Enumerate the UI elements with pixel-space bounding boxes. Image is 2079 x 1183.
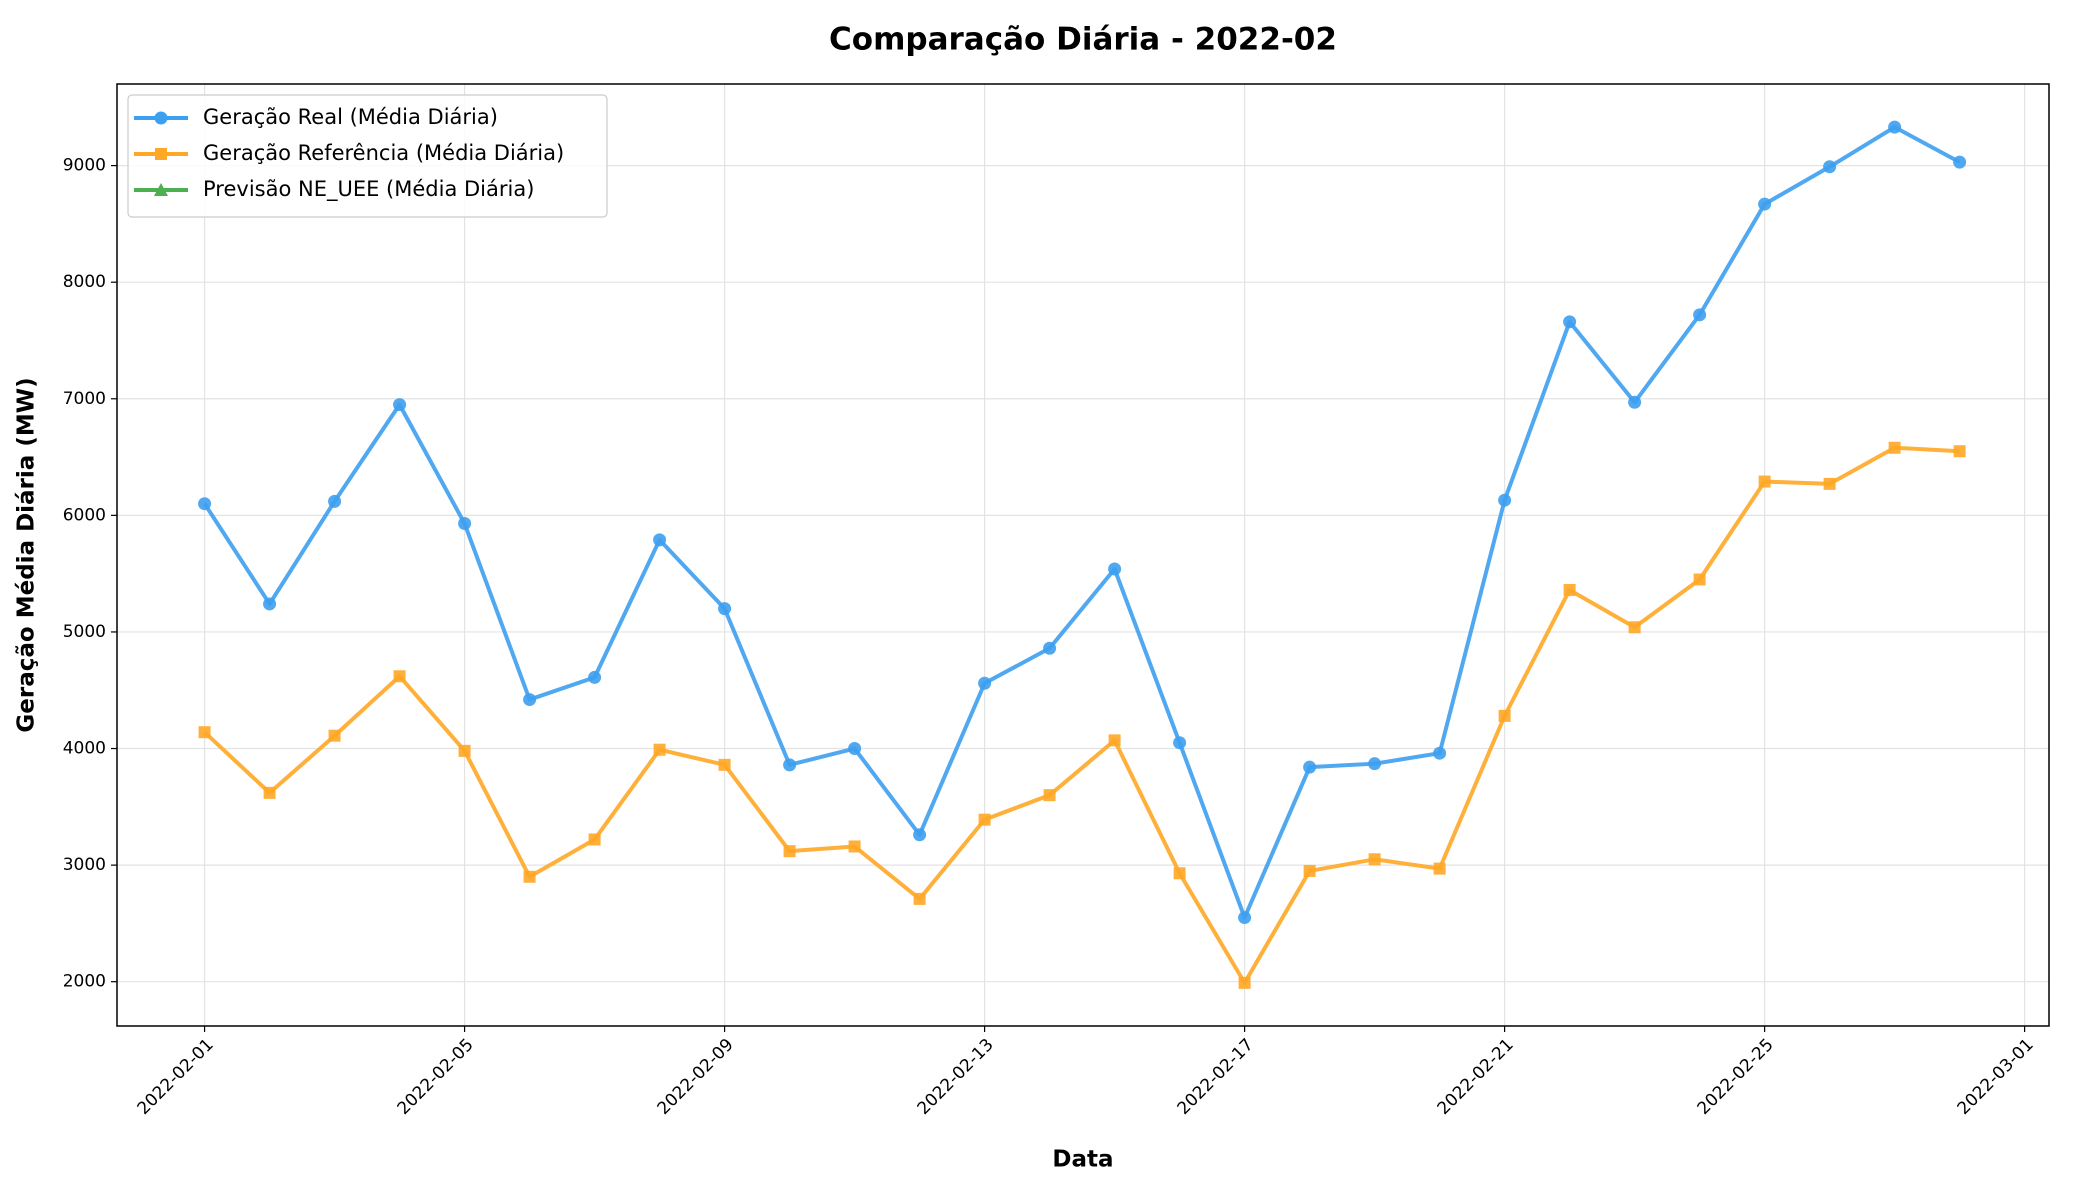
y-tick-label: 4000	[63, 739, 106, 759]
marker	[1238, 911, 1252, 925]
y-tick-label: 9000	[63, 156, 106, 176]
marker	[1108, 562, 1122, 576]
marker	[1888, 120, 1902, 134]
marker	[1758, 197, 1772, 211]
marker	[978, 813, 991, 826]
marker	[1173, 736, 1187, 750]
marker	[1173, 867, 1186, 880]
marker	[1693, 573, 1706, 586]
legend-label: Geração Real (Média Diária)	[203, 105, 498, 129]
legend: Geração Real (Média Diária) Geração Refer…	[127, 94, 608, 218]
marker	[1823, 477, 1836, 490]
marker	[1953, 155, 1967, 169]
marker	[1888, 441, 1901, 454]
marker	[328, 729, 341, 742]
marker	[1433, 746, 1447, 760]
y-tick-label: 5000	[63, 622, 106, 642]
marker	[1758, 475, 1771, 488]
marker	[328, 494, 342, 508]
marker	[913, 828, 927, 842]
marker	[458, 517, 472, 531]
marker	[1303, 760, 1317, 774]
marker	[783, 758, 797, 772]
marker	[1563, 315, 1577, 329]
marker	[718, 602, 732, 616]
marker	[263, 786, 276, 799]
marker	[1693, 308, 1707, 322]
y-tick-label: 2000	[63, 972, 106, 992]
series-line	[203, 445, 1960, 985]
marker	[1238, 976, 1251, 989]
marker	[588, 833, 601, 846]
marker	[1563, 583, 1576, 596]
legend-label: Geração Referência (Média Diária)	[203, 141, 564, 165]
marker	[198, 497, 212, 511]
marker	[1043, 789, 1056, 802]
series-line	[202, 125, 1961, 920]
marker	[848, 742, 862, 756]
marker	[1433, 862, 1446, 875]
y-tick-label: 7000	[63, 389, 106, 409]
chart-title: Comparação Diária - 2022-02	[829, 22, 1337, 58]
marker	[1368, 757, 1382, 771]
marker	[848, 840, 861, 853]
plot-frame	[116, 83, 2050, 1027]
marker	[155, 148, 167, 160]
marker	[393, 670, 406, 683]
marker	[523, 693, 537, 707]
legend-box	[127, 94, 608, 218]
y-tick-label: 6000	[63, 505, 106, 525]
legend-label: Previsão NE_UEE (Média Diária)	[203, 177, 534, 202]
marker	[653, 743, 666, 756]
marker	[1303, 864, 1316, 877]
marker	[1953, 445, 1966, 458]
marker	[1043, 641, 1057, 655]
marker	[1368, 853, 1381, 866]
marker	[263, 597, 277, 611]
marker	[1823, 160, 1837, 174]
marker	[154, 183, 168, 196]
marker	[1498, 709, 1511, 722]
marker	[718, 758, 731, 771]
marker	[198, 726, 211, 739]
marker	[653, 533, 667, 547]
marker	[1628, 395, 1642, 409]
marker	[154, 111, 168, 125]
marker	[393, 398, 407, 412]
marker	[588, 670, 602, 684]
y-axis-label: Geração Média Diária (MW)	[14, 377, 40, 732]
x-axis-label: Data	[1052, 1147, 1113, 1173]
marker	[783, 845, 796, 858]
marker	[978, 676, 992, 690]
marker	[458, 744, 471, 757]
marker	[523, 870, 536, 883]
marker	[913, 892, 926, 905]
y-tick-label: 8000	[63, 272, 106, 292]
y-tick-label: 3000	[63, 855, 106, 875]
marker	[1498, 493, 1512, 507]
marker	[1108, 734, 1121, 747]
marker	[1628, 621, 1641, 634]
